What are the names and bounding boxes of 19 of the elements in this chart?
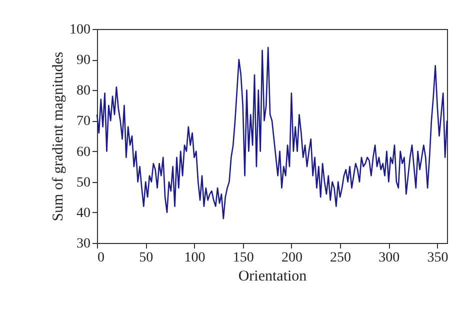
x-axis-title: Orientation — [238, 268, 308, 284]
line-series — [96, 46, 448, 220]
x-tick-label: 0 — [98, 250, 104, 266]
x-tick-label: 100 — [184, 250, 206, 266]
y-tick-label: 100 — [70, 22, 90, 38]
y-tick-label: 50 — [76, 175, 90, 190]
y-tick-label: 90 — [76, 53, 90, 68]
y-tick-label: 30 — [76, 236, 90, 252]
y-tick-label: 80 — [76, 84, 90, 99]
x-tick-label: 200 — [281, 250, 302, 266]
y-tick-label: 70 — [76, 114, 90, 130]
x-tick-label: 150 — [232, 250, 254, 266]
y-tick-label: 40 — [76, 206, 90, 221]
x-tick-label: 250 — [330, 250, 352, 266]
x-tick-label: 300 — [378, 250, 400, 266]
y-axis-title: Sum of gradient magnitudes — [50, 52, 66, 222]
y-tick-label: 60 — [76, 144, 90, 160]
x-tick-label: 50 — [139, 250, 154, 266]
x-tick-label: 350 — [427, 250, 448, 266]
